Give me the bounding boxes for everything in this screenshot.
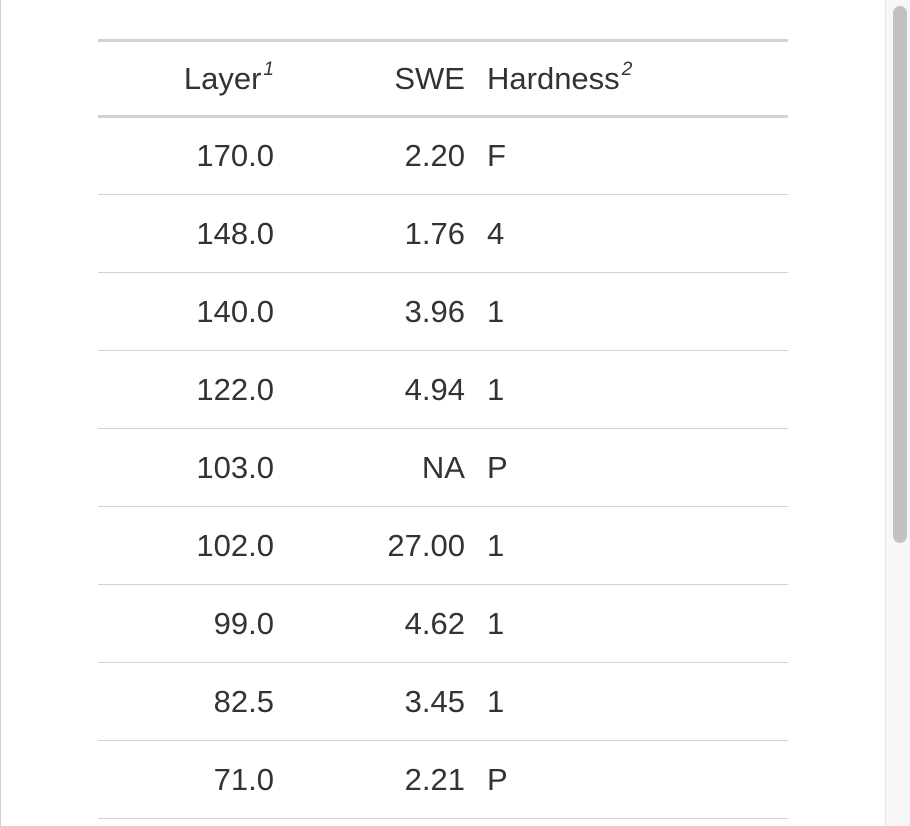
footnote-marker-hardness: 2 — [621, 59, 633, 81]
table-row: 99.0 4.62 1 — [98, 585, 788, 663]
cell-layer: 122.0 — [196, 371, 274, 407]
cell-layer: 148.0 — [196, 215, 274, 251]
cell-swe: 2.20 — [404, 138, 465, 173]
column-header-swe[interactable]: SWE — [285, 41, 476, 117]
snow-layer-table: Layer 1 SWE Hardness 2 170.0 2.20 F 148.0 … — [98, 39, 788, 819]
cell-swe: 27.00 — [387, 527, 465, 563]
cell-layer: 103.0 — [196, 449, 274, 485]
cell-swe: NA — [421, 449, 465, 485]
scrollbar-thumb[interactable] — [893, 6, 907, 543]
table-row: 103.0 NA P — [98, 429, 788, 507]
cell-hardness: 1 — [487, 371, 505, 407]
column-header-layer-label: Layer — [183, 60, 262, 96]
cell-hardness: 1 — [487, 293, 505, 329]
column-header-hardness[interactable]: Hardness 2 — [476, 41, 788, 117]
cell-layer: 170.0 — [196, 138, 274, 173]
column-header-hardness-label: Hardness — [487, 60, 620, 96]
cell-layer: 102.0 — [196, 527, 274, 563]
window-left-border — [0, 0, 1, 826]
table-row: 82.5 3.45 1 — [98, 663, 788, 741]
column-header-layer[interactable]: Layer 1 — [98, 41, 285, 117]
table-row: 148.0 1.76 4 — [98, 195, 788, 273]
table-viewport: Layer 1 SWE Hardness 2 170.0 2.20 F 148.0 … — [98, 39, 788, 819]
footnote-marker-layer: 1 — [263, 59, 274, 81]
cell-swe: 1.76 — [404, 215, 465, 251]
table-row: 140.0 3.96 1 — [98, 273, 788, 351]
cell-hardness: 1 — [487, 605, 505, 641]
table-body: 170.0 2.20 F 148.0 1.76 4 140.0 3.96 1 1… — [98, 117, 788, 819]
header-row: Layer 1 SWE Hardness 2 — [98, 40, 788, 117]
table-row: 71.0 2.21 P — [98, 741, 788, 819]
cell-swe: 4.62 — [404, 605, 465, 641]
cell-swe: 2.21 — [404, 761, 465, 797]
table-header: Layer 1 SWE Hardness 2 — [98, 40, 788, 117]
cell-hardness: 4 — [487, 215, 505, 251]
cell-swe: 3.45 — [404, 683, 465, 719]
cell-hardness: 1 — [487, 527, 505, 563]
table-row: 122.0 4.94 1 — [98, 351, 788, 429]
cell-swe: 3.96 — [404, 293, 465, 329]
cell-hardness: P — [487, 449, 508, 485]
cell-hardness: 1 — [487, 683, 505, 719]
column-header-swe-label: SWE — [394, 60, 465, 96]
cell-swe: 4.94 — [404, 371, 465, 407]
vertical-scrollbar[interactable] — [885, 0, 910, 826]
table-row: 102.0 27.00 1 — [98, 507, 788, 585]
table-row: 170.0 2.20 F — [98, 117, 788, 195]
cell-layer: 99.0 — [213, 605, 274, 641]
cell-hardness: P — [487, 761, 508, 797]
cell-layer: 140.0 — [196, 293, 274, 329]
cell-hardness: F — [487, 138, 506, 173]
cell-layer: 82.5 — [213, 683, 274, 719]
cell-layer: 71.0 — [213, 761, 274, 797]
